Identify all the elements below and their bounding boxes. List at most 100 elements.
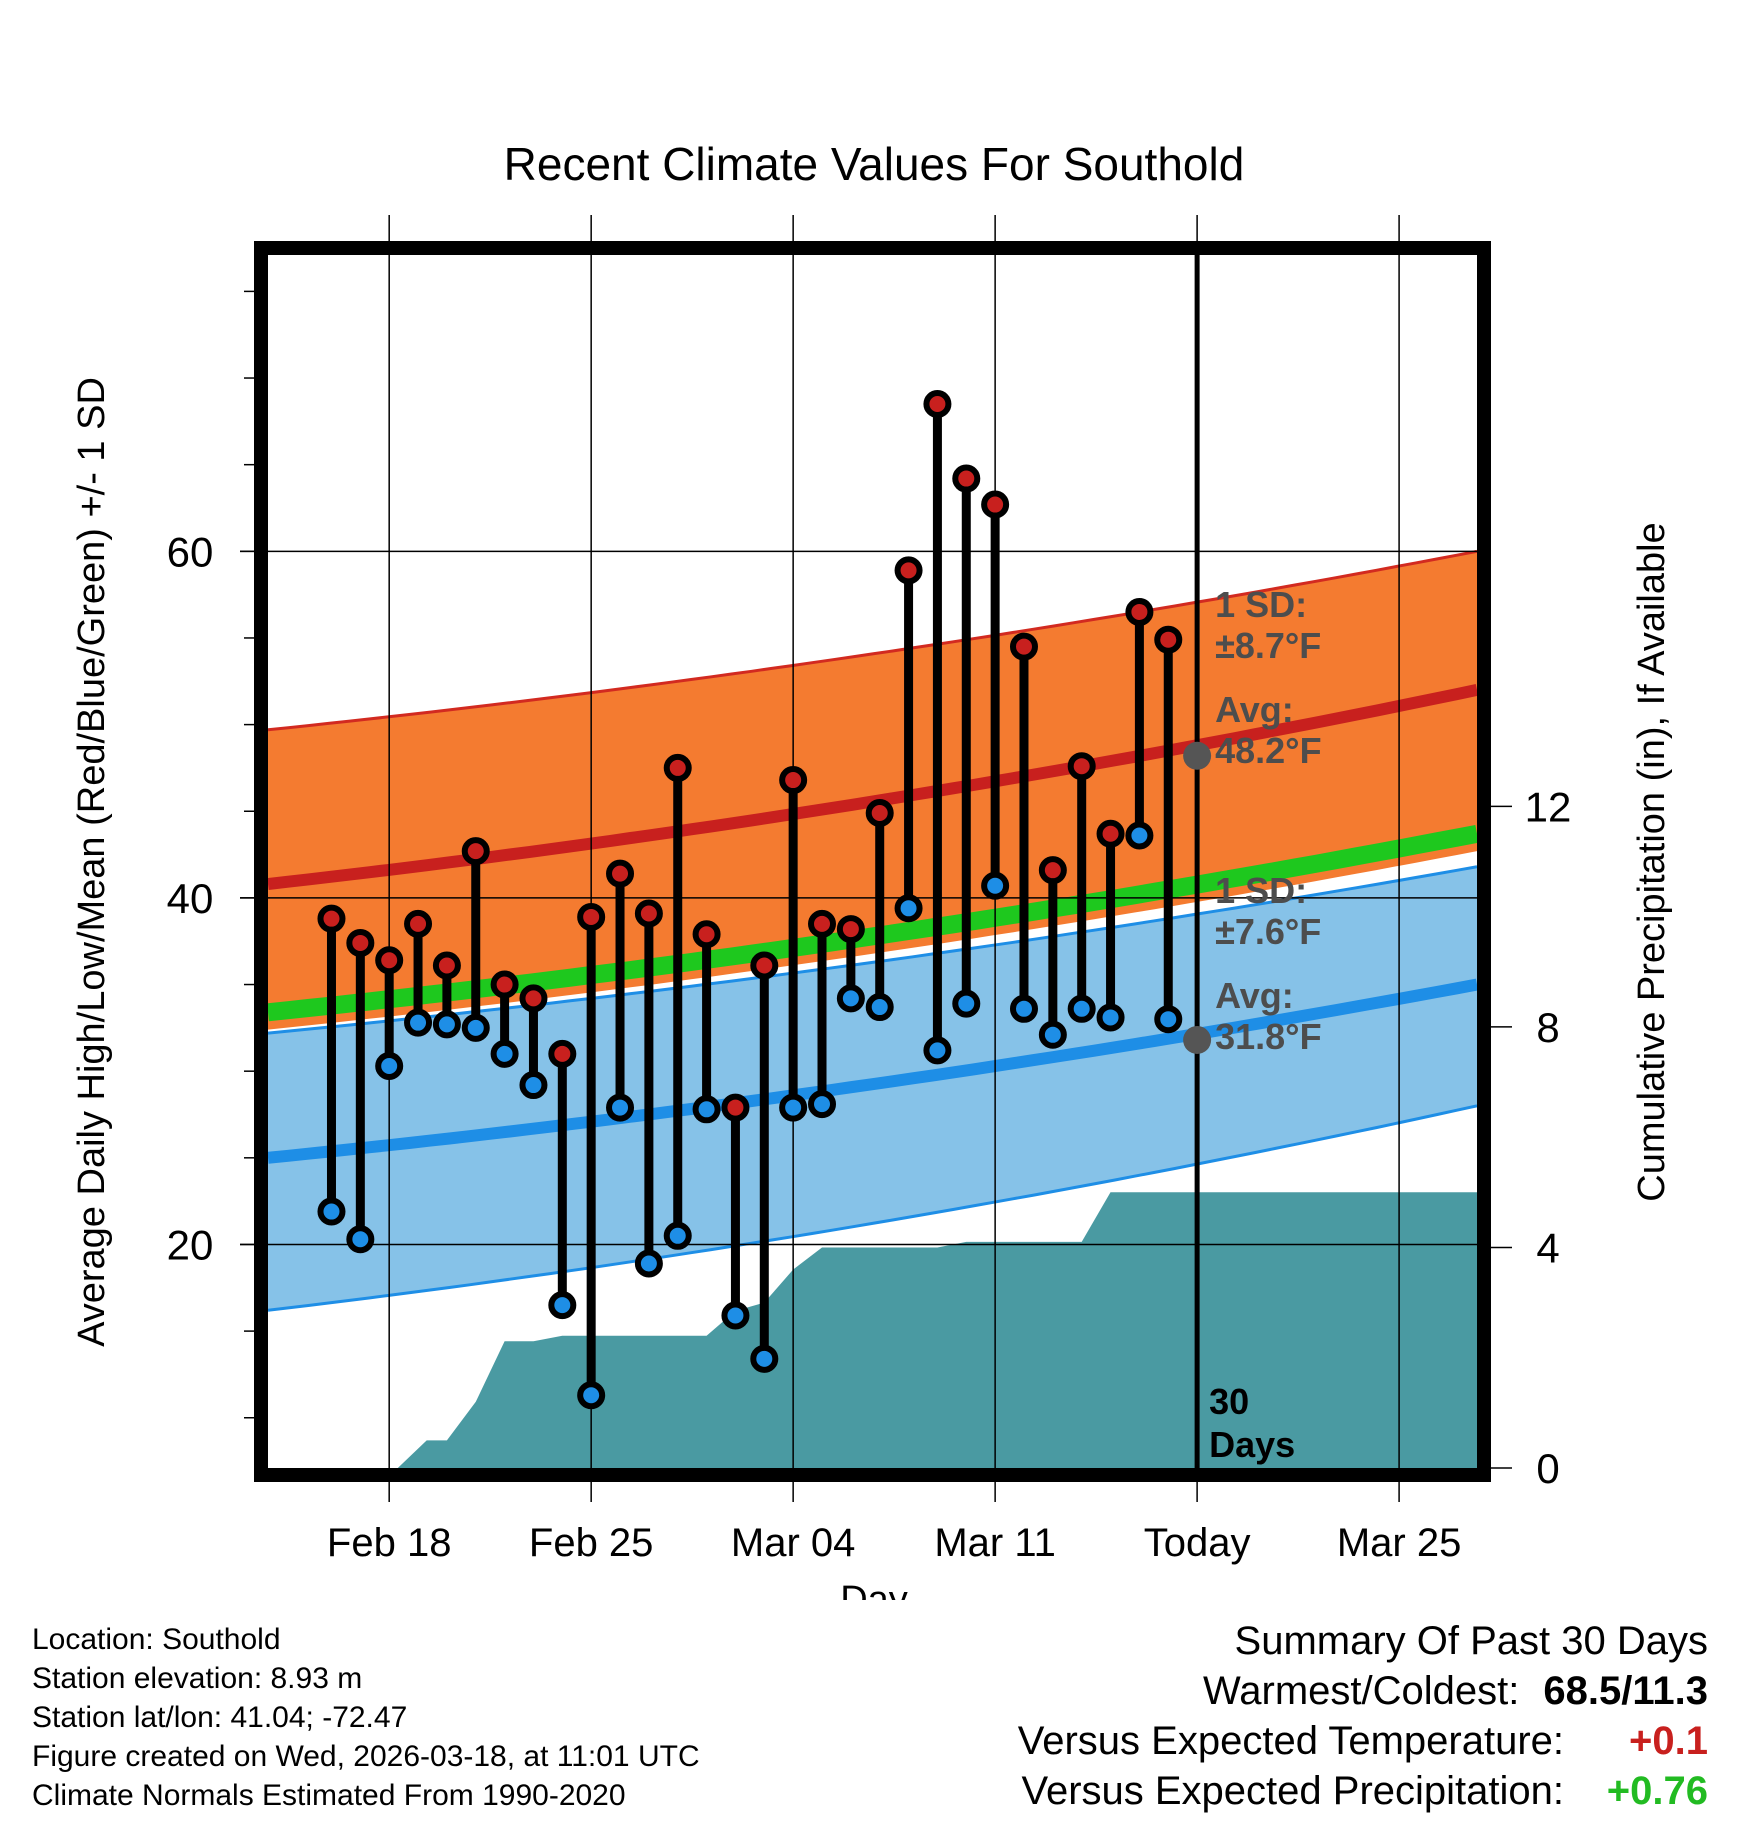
low-point <box>519 1071 548 1100</box>
low-upper-line <box>268 865 1477 1035</box>
low-point <box>461 1013 490 1042</box>
high-avg-value: 48.2°F <box>1215 730 1321 771</box>
high-point <box>1067 752 1096 781</box>
summary-warm-cold: Warmest/Coldest: 68.5/11.3 <box>1018 1666 1708 1716</box>
info-normals: Climate Normals Estimated From 1990-2020 <box>32 1779 626 1812</box>
low-point <box>1154 1005 1183 1034</box>
low-point <box>577 1381 606 1410</box>
high-point <box>606 859 635 888</box>
precip-value: +0.76 <box>1606 1769 1708 1813</box>
x-axis-label: Day <box>840 1579 908 1600</box>
high-point <box>490 970 519 999</box>
low-normal-line <box>268 978 1477 1164</box>
high-point <box>1125 597 1154 626</box>
high-point <box>692 920 721 949</box>
low-point <box>865 993 894 1022</box>
low-point <box>981 871 1010 900</box>
high-point <box>750 951 779 980</box>
low-point <box>346 1225 375 1254</box>
high-point <box>865 798 894 827</box>
high-point <box>346 928 375 957</box>
x-tick-label-mar-25: Mar 25 <box>1337 1521 1462 1565</box>
high-point <box>894 556 923 585</box>
y2-tick-label-4: 4 <box>1536 1224 1559 1271</box>
high-point <box>548 1039 577 1068</box>
mean-normal-line <box>268 824 1477 1022</box>
low-point <box>634 1249 663 1278</box>
high-point <box>836 915 865 944</box>
high-point <box>432 951 461 980</box>
summary-title: Summary Of Past 30 Days <box>1234 1619 1708 1663</box>
low-point <box>1096 1003 1125 1032</box>
low-point <box>836 984 865 1013</box>
y2-tick-label-0: 0 <box>1536 1445 1559 1492</box>
summary-panel: Summary Of Past 30 Days Warmest/Coldest:… <box>1018 1616 1708 1816</box>
info-created: Figure created on Wed, 2026-03-18, at 11… <box>32 1740 700 1773</box>
x-tick-label-today: Today <box>1144 1521 1251 1565</box>
high-point <box>1009 632 1038 661</box>
low-point <box>490 1039 519 1068</box>
low-point <box>894 894 923 923</box>
high-point <box>317 904 346 933</box>
y-tick-label-20: 20 <box>167 1221 214 1268</box>
x-tick-label-mar-04: Mar 04 <box>731 1521 856 1565</box>
low-point <box>404 1008 433 1037</box>
y2-tick-label-12: 12 <box>1525 783 1572 830</box>
info-latlon: Station lat/lon: 41.04; -72.47 <box>32 1701 408 1734</box>
low-point <box>1067 994 1096 1023</box>
warm-cold-value: 68.5/11.3 <box>1543 1669 1708 1713</box>
low-point <box>721 1301 750 1330</box>
low-point <box>1125 821 1154 850</box>
low-point <box>548 1291 577 1320</box>
high-point <box>461 837 490 866</box>
high-point <box>375 946 404 975</box>
high-point <box>923 390 952 419</box>
high-point <box>1038 856 1067 885</box>
high-point <box>1096 819 1125 848</box>
y-axis-label: Average Daily High/Low/Mean (Red/Blue/Gr… <box>71 377 113 1347</box>
plot-area <box>268 549 1477 1468</box>
high-point <box>663 753 692 782</box>
high-point <box>808 909 837 938</box>
low-point <box>1038 1020 1067 1049</box>
low-point <box>375 1051 404 1080</box>
low-point <box>923 1036 952 1065</box>
window-label-days: Days <box>1209 1424 1295 1465</box>
info-elevation: Station elevation: 8.93 m <box>32 1662 363 1695</box>
station-info: Location: Southold Station elevation: 8.… <box>32 1620 700 1815</box>
high-point <box>577 902 606 931</box>
low-point <box>606 1093 635 1122</box>
high-point <box>404 909 433 938</box>
x-tick-label-feb-18: Feb 18 <box>327 1521 452 1565</box>
warm-cold-label: Warmest/Coldest: <box>1203 1669 1520 1713</box>
high-sd-band <box>268 551 1477 1030</box>
low-sd-value: ±7.6°F <box>1215 911 1321 952</box>
plot-frame <box>254 241 1491 1482</box>
high-point <box>981 490 1010 519</box>
high-point <box>1154 625 1183 654</box>
precipitation-area <box>397 1192 1477 1468</box>
low-point <box>779 1093 808 1122</box>
chart-title: Recent Climate Values For Southold <box>504 138 1245 190</box>
summary-temp: Versus Expected Temperature: +0.1 <box>1018 1716 1708 1766</box>
low-sd-label: 1 SD: <box>1215 870 1307 911</box>
low-avg-value: 31.8°F <box>1215 1016 1321 1057</box>
window-label-30: 30 <box>1209 1381 1249 1422</box>
low-point <box>952 989 981 1018</box>
high-sd-label: 1 SD: <box>1215 584 1307 625</box>
temp-value: +0.1 <box>1629 1719 1708 1763</box>
low-point <box>808 1090 837 1119</box>
high-sd-value: ±8.7°F <box>1215 625 1321 666</box>
summary-precip: Versus Expected Precipitation: +0.76 <box>1018 1766 1708 1816</box>
low-point <box>750 1344 779 1373</box>
y2-axis-label: Cumulative Precipitation (in), If Availa… <box>1631 522 1673 1201</box>
low-point <box>692 1095 721 1124</box>
low-point <box>1009 994 1038 1023</box>
precip-label: Versus Expected Precipitation: <box>1021 1769 1564 1813</box>
high-point <box>519 984 548 1013</box>
low-lower-line <box>268 1104 1477 1312</box>
low-point <box>663 1221 692 1250</box>
high-avg-label: Avg: <box>1215 689 1294 730</box>
info-location: Location: Southold <box>32 1623 281 1656</box>
